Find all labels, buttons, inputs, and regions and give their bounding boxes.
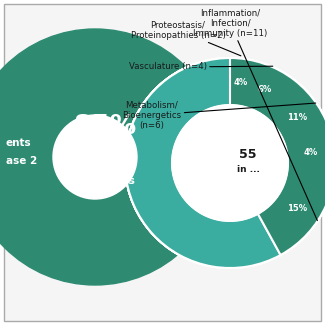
- Text: in ...: in ...: [237, 164, 259, 174]
- Text: Hormones 2%
(n=1): Hormones 2% (n=1): [0, 324, 1, 325]
- Circle shape: [172, 105, 288, 221]
- Circle shape: [0, 29, 223, 285]
- Text: 11%: 11%: [287, 113, 307, 122]
- Text: Proteostasis/
Proteinopathies (n=2): Proteostasis/ Proteinopathies (n=2): [131, 20, 241, 56]
- Text: Epigenetics
(n=2): Epigenetics (n=2): [0, 324, 1, 325]
- Text: Modifying: Modifying: [74, 160, 136, 170]
- Text: Vasculature (n=4): Vasculature (n=4): [129, 62, 273, 72]
- Text: Inflammation/
Infection/
Immunity (n=11): Inflammation/ Infection/ Immunity (n=11): [193, 8, 318, 221]
- Wedge shape: [125, 58, 325, 268]
- Wedge shape: [125, 58, 325, 268]
- Wedge shape: [125, 58, 325, 268]
- FancyBboxPatch shape: [4, 4, 321, 321]
- Text: Metabolism/
Bioenergetics
(n=6): Metabolism/ Bioenergetics (n=6): [123, 100, 316, 130]
- Wedge shape: [230, 58, 325, 255]
- Text: 55: 55: [239, 149, 257, 162]
- Text: ents: ents: [6, 138, 32, 148]
- Text: ase 2: ase 2: [6, 156, 37, 166]
- Wedge shape: [125, 58, 325, 268]
- Circle shape: [53, 115, 137, 199]
- Text: 6%: 6%: [258, 85, 272, 94]
- Text: 4%: 4%: [304, 148, 318, 157]
- Text: Therapies: Therapies: [74, 176, 136, 186]
- Wedge shape: [125, 58, 325, 268]
- Wedge shape: [125, 58, 325, 268]
- Text: 4%: 4%: [233, 78, 247, 87]
- Text: 85%: 85%: [73, 114, 136, 140]
- Text: Disease -: Disease -: [76, 144, 134, 154]
- Text: 15%: 15%: [287, 204, 307, 213]
